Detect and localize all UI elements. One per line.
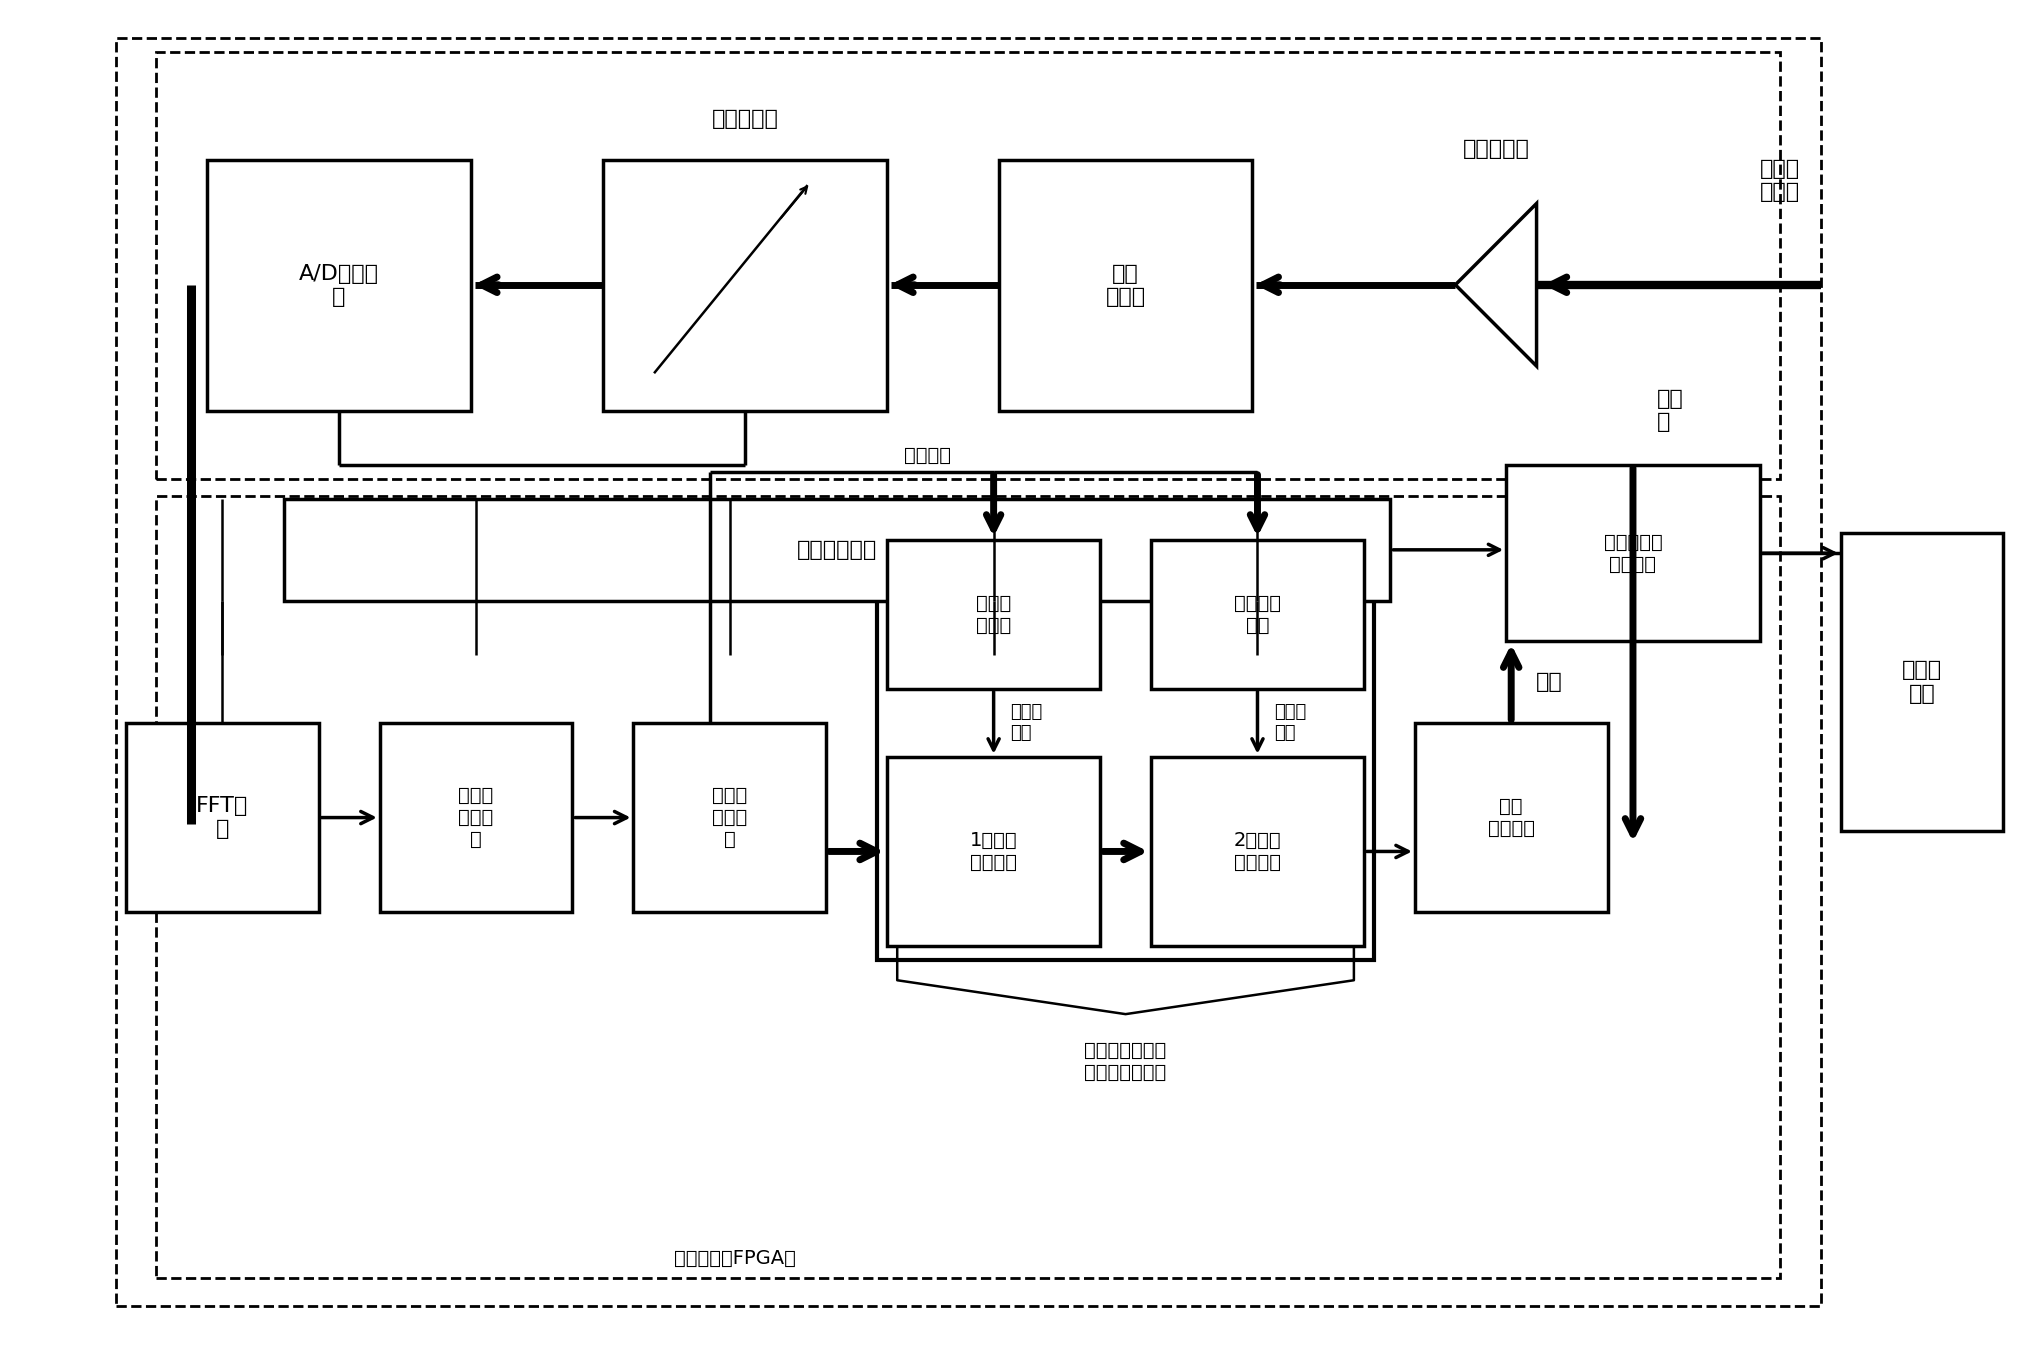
Text: A/D转换模
块: A/D转换模 块 [300,263,379,307]
Text: 监控计算机
交互模块: 监控计算机 交互模块 [1604,533,1663,574]
Text: 滤波器
参数: 滤波器 参数 [1011,704,1041,742]
Bar [208,160,471,411]
Text: 2级数字
滤波模块: 2级数字 滤波模块 [1233,831,1282,872]
Text: 干扰检测
模块: 干扰检测 模块 [1233,593,1282,634]
Text: 功率
计算模块: 功率 计算模块 [1488,797,1535,837]
Text: FFT模
块: FFT模 块 [196,797,249,839]
Text: 中频
滤波器: 中频 滤波器 [1105,263,1145,307]
Bar [157,52,1779,479]
Text: 中频输
入信号: 中频输 入信号 [1761,158,1800,202]
Bar [887,757,1101,947]
Text: 功率
谱: 功率 谱 [1657,389,1683,432]
Bar [283,499,1390,600]
Text: 滤波器
参数: 滤波器 参数 [1274,704,1306,742]
Text: 1级数字
滤波模块: 1级数字 滤波模块 [970,831,1017,872]
Bar [1151,540,1363,689]
Bar [603,160,887,411]
Bar [887,540,1101,689]
Text: 监控计
算机: 监控计 算机 [1901,660,1942,704]
Text: 系统配置模块: 系统配置模块 [797,540,878,559]
Text: 功率谱
估计模
块: 功率谱 估计模 块 [459,786,493,848]
Text: 干扰检
测模块: 干扰检 测模块 [976,593,1011,634]
Text: 模拟部分: 模拟部分 [905,446,952,465]
Text: 数字部分（FPGA）: 数字部分（FPGA） [675,1248,795,1267]
Text: 一级或多级干扰
检测与数字滤波: 一级或多级干扰 检测与数字滤波 [1084,1041,1166,1082]
Bar [634,723,825,913]
Text: 中频放大器: 中频放大器 [1463,139,1528,160]
Bar [126,723,318,913]
Bar [1414,723,1608,913]
Bar [999,160,1253,411]
Bar [1151,757,1363,947]
Bar [157,496,1779,1278]
Text: 程控衰减器: 程控衰减器 [711,109,779,130]
Text: 功率谱
积分模
块: 功率谱 积分模 块 [711,786,748,848]
Bar [379,723,573,913]
Bar [1506,465,1761,641]
Bar [116,38,1820,1305]
Text: 功率: 功率 [1535,672,1563,692]
Bar [1840,533,2003,831]
Bar [876,527,1374,960]
